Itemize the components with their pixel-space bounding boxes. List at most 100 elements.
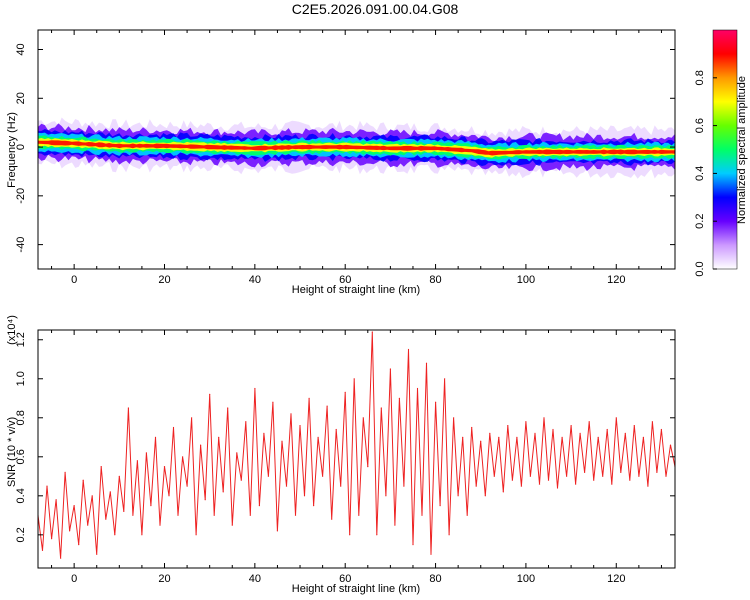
snr-point bbox=[322, 475, 324, 477]
snr-point bbox=[471, 426, 473, 429]
snr-point bbox=[556, 487, 559, 489]
snr-point bbox=[191, 417, 193, 419]
snr-point bbox=[367, 466, 369, 468]
snr-point bbox=[647, 485, 649, 487]
snr-frame bbox=[37, 329, 676, 569]
snr-point bbox=[475, 485, 477, 487]
snr-point bbox=[407, 348, 410, 351]
snr-point bbox=[579, 432, 581, 434]
snr-point bbox=[439, 505, 441, 507]
snr-point bbox=[41, 549, 44, 552]
bottom-x-tick-label: 80 bbox=[429, 573, 441, 585]
top-x-tick-label: 40 bbox=[249, 274, 261, 286]
snr-point bbox=[570, 425, 572, 427]
snr-point bbox=[222, 491, 224, 493]
snr-point bbox=[529, 475, 532, 477]
snr-point bbox=[371, 331, 373, 333]
snr-point bbox=[303, 495, 306, 497]
snr-point bbox=[484, 495, 486, 497]
snr-point bbox=[615, 417, 617, 419]
snr-point bbox=[624, 432, 626, 434]
top-y-axis-title: Frequency (Hz) bbox=[6, 112, 18, 188]
snr-point bbox=[136, 460, 138, 462]
snr-point bbox=[60, 557, 62, 559]
snr-point bbox=[448, 534, 450, 536]
spectral-band-level-6 bbox=[38, 140, 675, 156]
top-y-tick-label: 40 bbox=[15, 43, 27, 55]
snr-point bbox=[317, 436, 319, 438]
top-x-tick-label: 100 bbox=[517, 274, 535, 286]
snr-point bbox=[267, 475, 269, 477]
snr-point bbox=[353, 378, 355, 380]
snr-point bbox=[290, 413, 292, 415]
snr-point bbox=[394, 524, 396, 526]
snr-point bbox=[109, 491, 111, 493]
snr-point bbox=[575, 483, 577, 485]
bottom-y-tick-label: 0.8 bbox=[15, 410, 27, 425]
snr-point bbox=[344, 391, 346, 393]
snr-point bbox=[281, 440, 283, 442]
snr-point bbox=[507, 425, 509, 427]
snr-point bbox=[430, 553, 432, 555]
snr-point bbox=[245, 421, 247, 423]
snr-point bbox=[313, 505, 315, 507]
snr-point bbox=[231, 524, 233, 526]
snr-point bbox=[200, 444, 202, 446]
snr-point bbox=[358, 514, 360, 516]
snr-point bbox=[91, 495, 93, 497]
bottom-y-tick-label: 0.2 bbox=[15, 527, 27, 542]
snr-point bbox=[638, 475, 640, 477]
snr-point bbox=[584, 471, 586, 473]
snr-point bbox=[150, 505, 152, 507]
heatmap-panel: 0 20 40 60 80 100 120 -40 -20 0 20 40 Height of st… bbox=[6, 29, 676, 296]
snr-point bbox=[547, 479, 550, 481]
bottom-y-axis-title: SNR (10 * v/v) bbox=[6, 417, 18, 487]
bottom-y-tick-label: 0.6 bbox=[15, 449, 27, 464]
snr-point bbox=[213, 514, 215, 516]
snr-point bbox=[82, 479, 84, 481]
snr-point bbox=[435, 401, 437, 403]
snr-point bbox=[127, 407, 129, 409]
snr-point bbox=[145, 452, 147, 454]
chart-title: C2E5.2026.091.00.04.G08 bbox=[292, 1, 459, 17]
snr-point bbox=[227, 407, 229, 409]
snr-point bbox=[204, 499, 206, 501]
colorbar-tick-label: 0.6 bbox=[694, 118, 706, 133]
snr-point bbox=[489, 432, 491, 434]
snr-point bbox=[276, 530, 278, 532]
colorbar-ticks: 0.0 0.2 0.4 0.6 0.8 bbox=[694, 70, 717, 277]
snr-point bbox=[168, 495, 170, 497]
top-x-axis-title: Height of straight line (km) bbox=[292, 284, 420, 296]
snr-point bbox=[159, 524, 161, 526]
snr-point bbox=[552, 428, 554, 431]
snr-point bbox=[534, 432, 536, 434]
snr-point bbox=[520, 485, 523, 487]
snr-point bbox=[308, 397, 310, 399]
snr-point bbox=[385, 495, 387, 497]
snr-point bbox=[412, 544, 414, 546]
snr-point bbox=[240, 479, 242, 481]
bottom-y-axis: 0.2 0.4 0.6 0.8 1.0 1.2 bbox=[15, 332, 675, 542]
colorbar: 0.0 0.2 0.4 0.6 0.8 Normalized spectral ampl… bbox=[694, 29, 748, 277]
snr-point bbox=[665, 475, 667, 477]
colorbar-tick-label: 0.8 bbox=[694, 70, 706, 85]
bottom-x-tick-label: 60 bbox=[339, 573, 351, 585]
snr-point bbox=[182, 456, 184, 458]
snr-point bbox=[118, 475, 120, 477]
snr-point bbox=[457, 495, 459, 497]
heatmap-frame bbox=[37, 29, 676, 270]
snr-point bbox=[389, 368, 391, 370]
snr-point bbox=[105, 518, 107, 520]
snr-point bbox=[511, 479, 513, 481]
snr-point bbox=[651, 421, 654, 423]
snr-point bbox=[331, 518, 333, 520]
top-y-tick-label: 20 bbox=[15, 92, 27, 104]
snr-point bbox=[462, 436, 464, 438]
snr-point bbox=[480, 440, 482, 442]
snr-point bbox=[218, 436, 220, 438]
snr-point bbox=[294, 514, 297, 516]
snr-point bbox=[597, 436, 599, 438]
snr-point bbox=[114, 534, 116, 536]
snr-point bbox=[195, 534, 197, 536]
snr-point bbox=[285, 485, 288, 487]
